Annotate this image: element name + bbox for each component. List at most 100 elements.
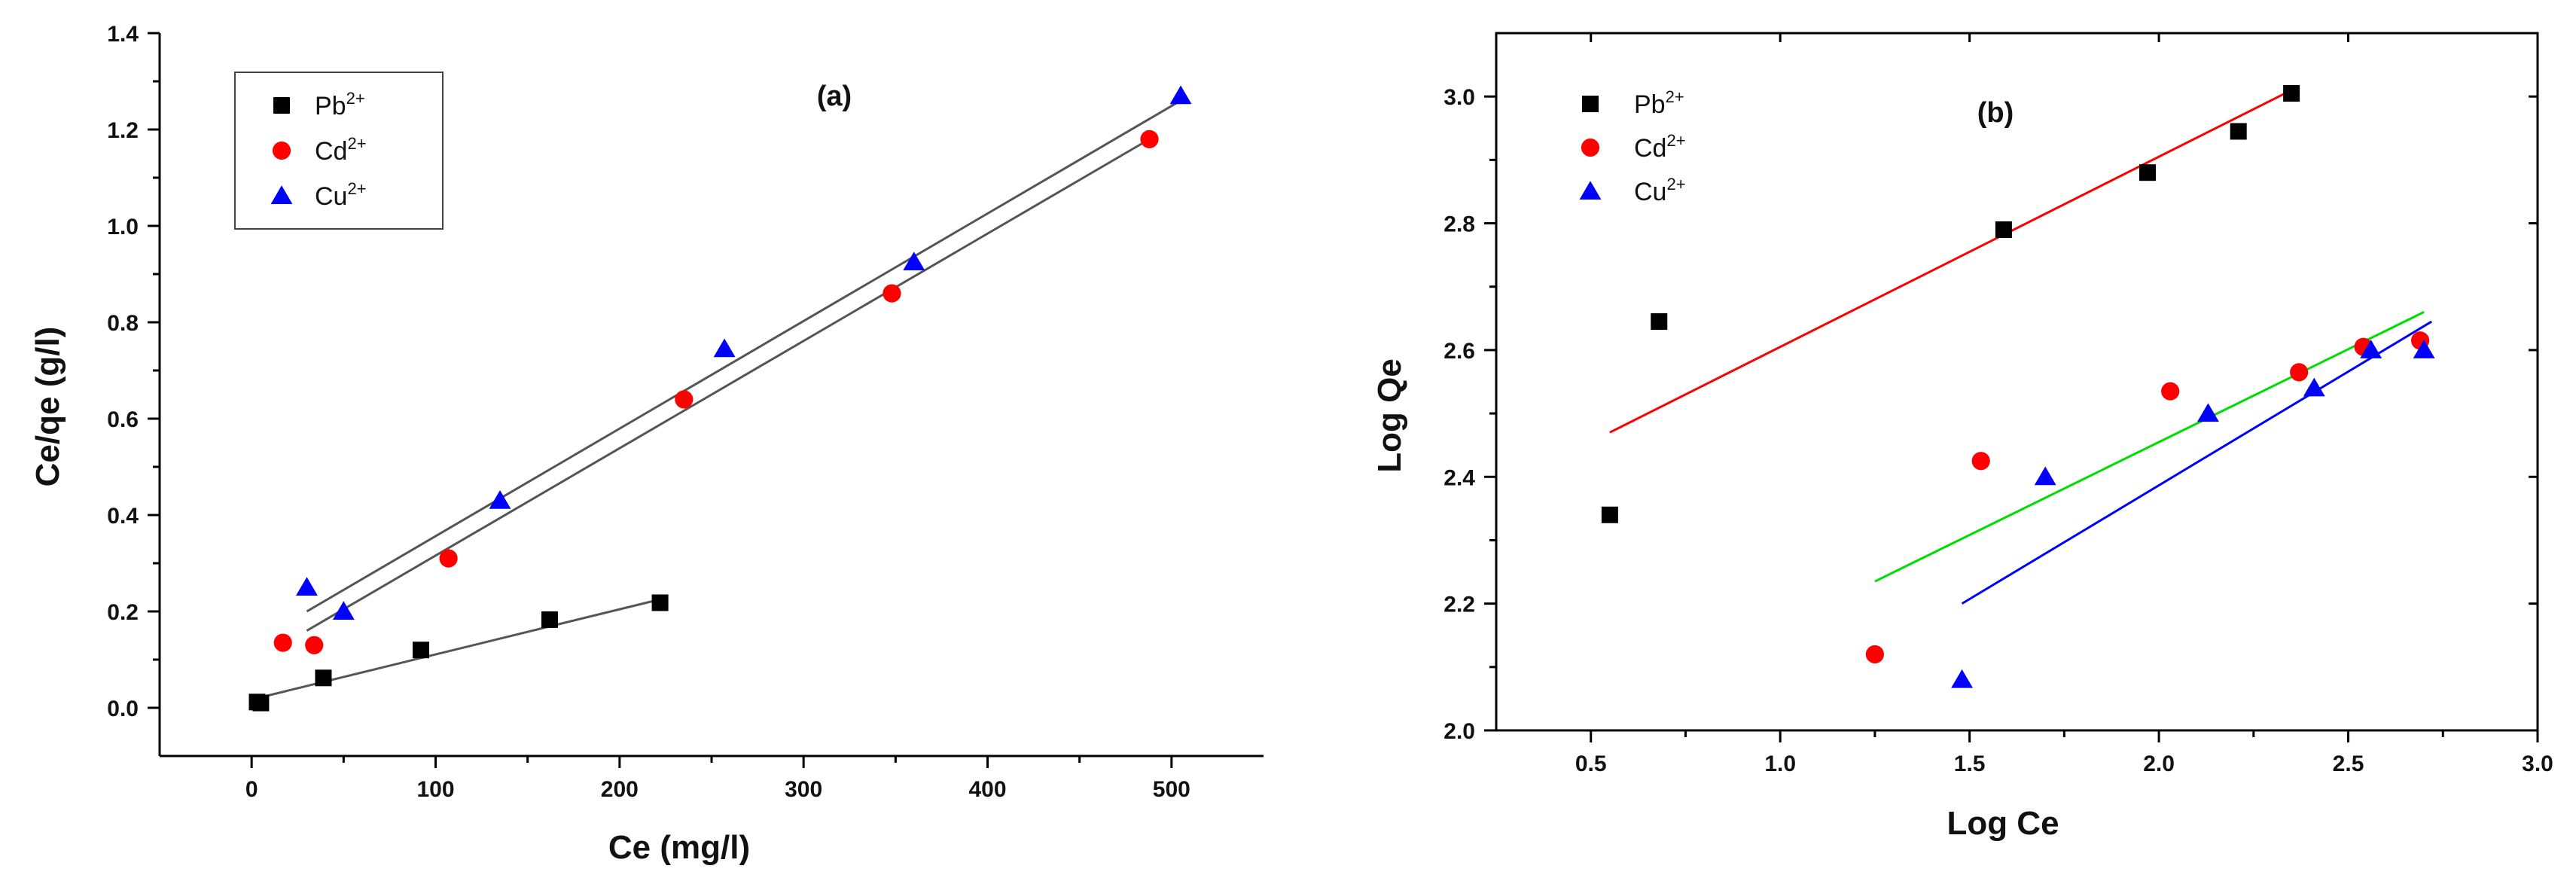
legend-marker-b-1 xyxy=(1581,138,1600,157)
x-tick-label-a-3: 300 xyxy=(785,777,822,802)
y-tick-label-b-4: 2.8 xyxy=(1443,212,1475,237)
legend-marker-a-2 xyxy=(270,185,293,204)
x-tick-label-b-5: 3.0 xyxy=(2522,751,2553,776)
fit-line-b-cu xyxy=(1961,320,2432,605)
point-a-cu-4 xyxy=(903,251,925,270)
y-tick-label-a-0: 0.0 xyxy=(107,697,139,721)
legend-charge-b-0: 2+ xyxy=(1666,87,1684,106)
legend-box-a xyxy=(234,72,444,230)
y-axis-title-a: Ce/qe (g/l) xyxy=(29,327,66,487)
y-tick-label-b-2: 2.4 xyxy=(1443,465,1475,490)
point-b-cu-1 xyxy=(2034,466,2056,486)
point-b-pb-5 xyxy=(2283,84,2300,102)
x-tick-label-b-1: 1.0 xyxy=(1764,751,1796,776)
point-a-cu-1 xyxy=(332,601,355,620)
point-b-pb-2 xyxy=(1995,221,2012,238)
panel-label-a: (a) xyxy=(817,81,852,112)
y-tick-label-a-2: 0.4 xyxy=(107,504,139,529)
legend-label-a-2: Cu2+ xyxy=(315,179,367,211)
legend-entries-b: Pb2+Cd2+Cu2+ xyxy=(1579,87,1686,206)
y-tick-label-b-1: 2.2 xyxy=(1443,593,1475,617)
point-a-cu-2 xyxy=(489,490,511,509)
point-b-cu-3 xyxy=(2303,377,2325,397)
legend-label-b-2: Cu2+ xyxy=(1634,175,1686,206)
y-tick-label-b-3: 2.6 xyxy=(1443,339,1475,364)
point-a-cu-0 xyxy=(296,577,318,596)
point-b-cu-4 xyxy=(2360,340,2382,358)
chart-panel-b: 0.5 1.0 1.5 2.0 2.5 3.0 2.0 2.2 2.4 2.6 2.8 3.0 (b)… xyxy=(1371,32,2553,842)
point-a-pb-2 xyxy=(315,669,332,687)
legend-label-b-0: Pb2+ xyxy=(1634,87,1684,119)
point-b-cu-0 xyxy=(1951,669,1974,688)
point-b-pb-0 xyxy=(1601,506,1618,523)
point-b-cd-3 xyxy=(2290,363,2309,382)
plot-frame-b xyxy=(1495,32,2539,732)
y-tick-label-b-0: 2.0 xyxy=(1443,719,1475,744)
legend-marker-a-0 xyxy=(273,97,290,114)
point-b-cu-5 xyxy=(2413,340,2435,358)
x-tick-label-b-3: 2.0 xyxy=(2143,751,2175,776)
legend-marker-b-2 xyxy=(1579,181,1602,200)
fit-line-b-cd xyxy=(1874,311,2425,583)
y-tick-label-a-3: 0.6 xyxy=(107,407,139,432)
point-a-cd-0 xyxy=(273,633,292,652)
x-tick-label-a-1: 100 xyxy=(416,777,454,802)
x-tick-label-a-0: 0 xyxy=(245,777,258,802)
legend-charge-a-2: 2+ xyxy=(347,179,366,198)
point-b-cu-2 xyxy=(2197,403,2219,422)
y-tick-label-a-1: 0.2 xyxy=(107,600,139,625)
legend-marker-b-0 xyxy=(1582,96,1599,112)
y-tick-label-a-4: 0.8 xyxy=(107,311,139,336)
axes-b: 0.5 1.0 1.5 2.0 2.5 3.0 2.0 2.2 2.4 2.6 2.8 3.0 xyxy=(1443,32,2553,776)
point-a-cd-1 xyxy=(305,636,324,654)
point-a-cd-4 xyxy=(883,284,901,303)
legend-ion-b-0: Pb xyxy=(1634,90,1666,119)
legend-label-a-0: Pb2+ xyxy=(315,89,365,120)
data-points-a xyxy=(248,85,1192,712)
legend-charge-b-2: 2+ xyxy=(1666,175,1685,194)
x-tick-label-a-2: 200 xyxy=(601,777,639,802)
x-axis-title-a: Ce (mg/l) xyxy=(608,829,750,866)
fit-lines-b xyxy=(1609,89,2432,605)
legend-ion-a-0: Pb xyxy=(315,92,346,120)
point-b-pb-1 xyxy=(1651,313,1668,331)
legend-ion-a-2: Cu xyxy=(315,182,347,211)
legend-label-a-1: Cd2+ xyxy=(315,134,367,166)
x-tick-label-a-4: 400 xyxy=(968,777,1006,802)
fit-line-a-cu xyxy=(306,99,1181,613)
x-tick-label-b-0: 0.5 xyxy=(1575,751,1607,776)
point-a-cd-3 xyxy=(675,390,694,409)
fit-line-a-cd xyxy=(306,138,1151,632)
axes-a: 0 100 200 300 400 500 0.0 0.2 0.4 0.6 0.8 1.0 1.2 1.4 xyxy=(107,22,1264,802)
point-b-cd-0 xyxy=(1865,645,1885,664)
x-tick-label-b-4: 2.5 xyxy=(2333,751,2364,776)
y-tick-label-a-5: 1.0 xyxy=(107,215,139,239)
legend-marker-a-1 xyxy=(272,141,291,160)
point-b-cd-2 xyxy=(2161,382,2180,401)
point-a-cu-5 xyxy=(1169,85,1192,105)
legend-charge-b-1: 2+ xyxy=(1666,131,1685,150)
legend-ion-b-1: Cd xyxy=(1634,134,1666,163)
point-a-pb-1 xyxy=(252,694,270,712)
legend-charge-a-0: 2+ xyxy=(346,89,365,108)
point-b-cd-1 xyxy=(1971,452,1990,471)
x-tick-label-a-5: 500 xyxy=(1153,777,1190,802)
point-a-pb-5 xyxy=(651,594,669,611)
legend-a: Pb2+Cd2+Cu2+ xyxy=(234,72,444,230)
legend-entries-a: Pb2+Cd2+Cu2+ xyxy=(270,89,367,211)
y-tick-label-b-5: 3.0 xyxy=(1443,85,1475,110)
legend-b: Pb2+Cd2+Cu2+ xyxy=(1579,87,1686,206)
y-tick-label-a-7: 1.4 xyxy=(107,22,139,47)
legend-charge-a-1: 2+ xyxy=(347,134,366,153)
x-tick-label-b-2: 1.5 xyxy=(1954,751,1986,776)
point-a-pb-3 xyxy=(412,642,429,659)
chart-panel-a: 0 100 200 300 400 500 0.0 0.2 0.4 0.6 0.8 1.0 1.2 1.4… xyxy=(29,22,1264,866)
data-points-b xyxy=(1601,84,2435,688)
panel-label-b: (b) xyxy=(1977,97,2014,129)
point-a-cd-2 xyxy=(439,549,458,568)
point-b-pb-4 xyxy=(2230,123,2247,140)
x-axis-title-b: Log Ce xyxy=(1946,805,2059,842)
legend-ion-b-2: Cu xyxy=(1634,178,1666,206)
legend-ion-a-1: Cd xyxy=(315,137,347,166)
